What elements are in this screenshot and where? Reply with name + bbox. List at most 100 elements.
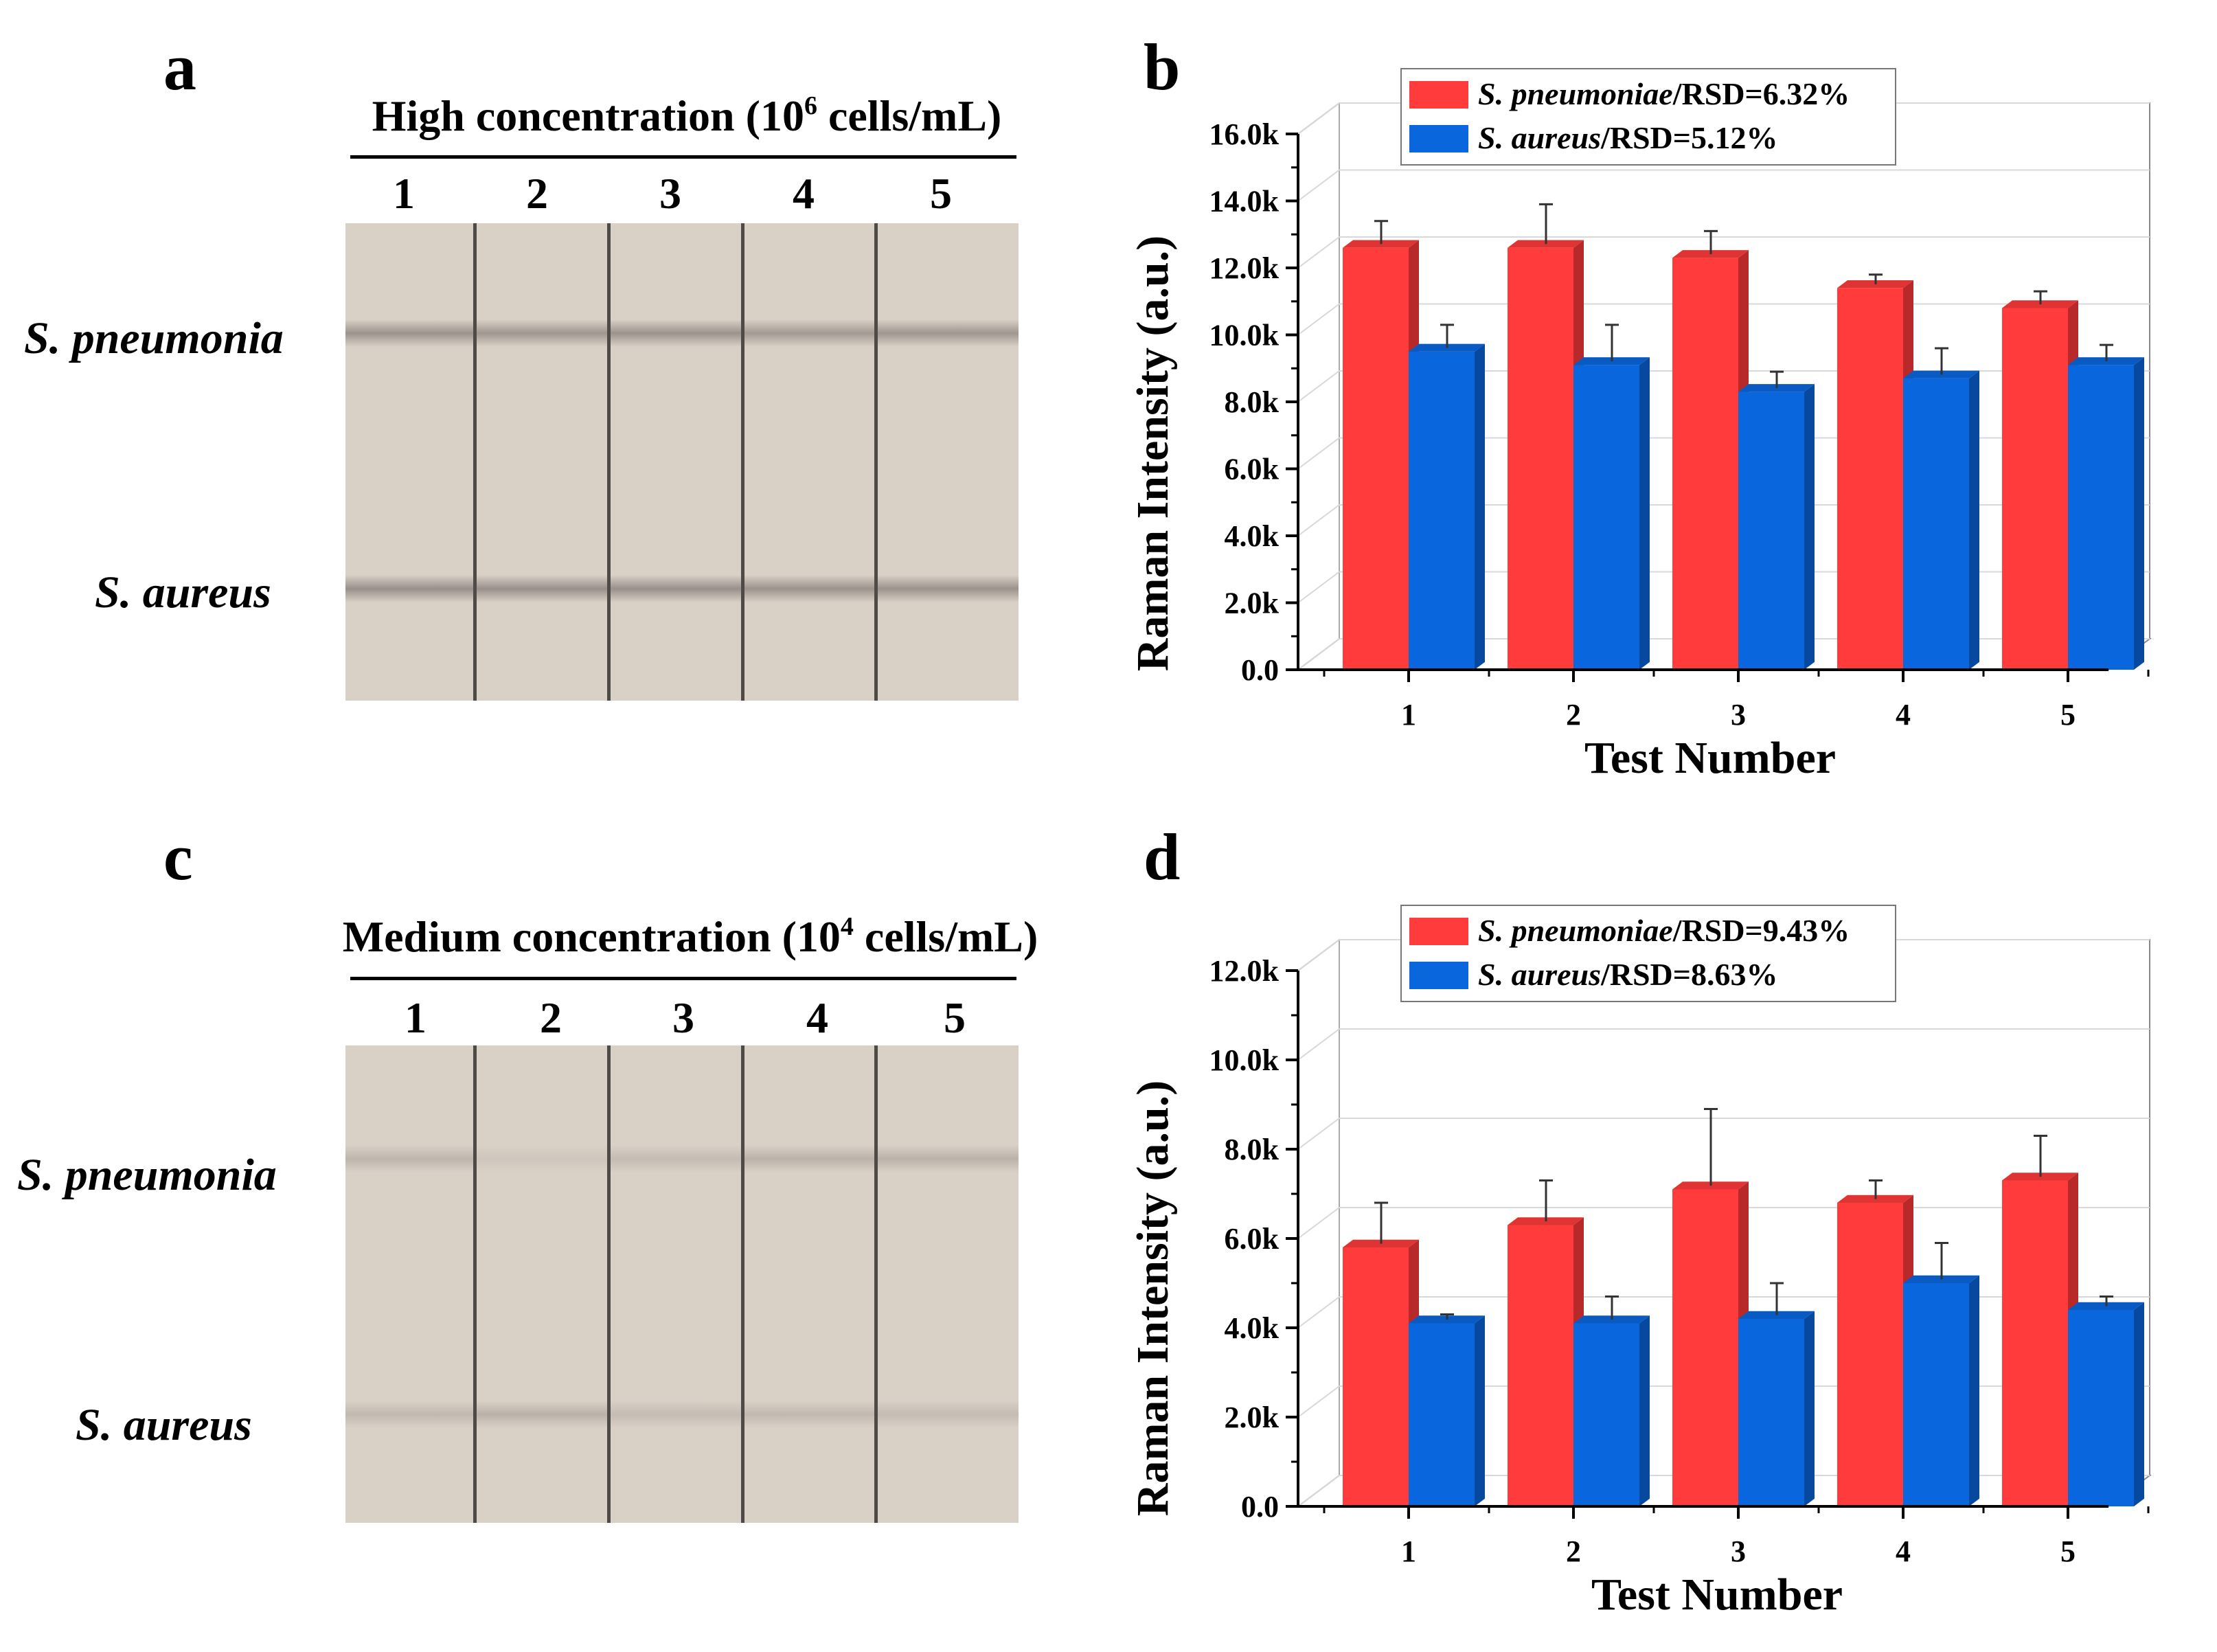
aureus-test-band xyxy=(473,575,607,602)
strip-lane xyxy=(741,1045,874,1523)
bar-front xyxy=(1343,1247,1409,1506)
bar-aureus-4 xyxy=(1903,347,1979,670)
bar-aureus-3 xyxy=(1738,1282,1815,1506)
y-tick-label: 4.0k xyxy=(1225,1311,1280,1345)
panel-label-d: d xyxy=(1144,820,1181,894)
bar-pneumoniae-2 xyxy=(1508,203,1584,670)
bar-side xyxy=(1475,1315,1485,1506)
pneumonia-test-band xyxy=(874,1145,1019,1173)
y-tick-label: 16.0k xyxy=(1209,117,1280,151)
strip-a-title: High concentration (106 cells/mL) xyxy=(309,93,1065,138)
chart-d: 0.0 2.0k 4.0k 6.0k 8.0k 10.0k 12.0k 1 2 3 4 5 S. pn… xyxy=(1128,905,2152,1620)
y-tick-label: 0.0 xyxy=(1241,653,1279,687)
bar-side xyxy=(1475,343,1485,670)
x-tick-label: 3 xyxy=(1731,698,1746,732)
strip-a-lane-1: 1 xyxy=(393,169,415,218)
chart-b: 0.0 2.0k 4.0k 6.0k 8.0k 10.0k 12.0k 14.0k 16.0k 1… xyxy=(1128,68,2152,783)
bar-aureus-5 xyxy=(2068,1295,2144,1506)
legend-entry: S. pneumoniae/RSD=9.43% xyxy=(1478,913,1850,948)
strip-a-rule xyxy=(350,155,1016,159)
chart-d-ylabel: Raman Intensity (a.u.) xyxy=(1128,1080,1178,1516)
bar-front xyxy=(1573,365,1639,670)
bar-front xyxy=(1672,258,1738,670)
y-tick-label: 6.0k xyxy=(1225,1222,1280,1256)
legend-rsd: /RSD=9.43% xyxy=(1672,913,1850,948)
legend-swatch xyxy=(1409,81,1468,109)
bar-front xyxy=(1837,1203,1903,1506)
y-tick-label: 0.0 xyxy=(1241,1490,1279,1524)
legend-rsd: /RSD=5.12% xyxy=(1600,120,1778,155)
bar-side xyxy=(1804,384,1815,670)
pneumonia-test-band xyxy=(607,319,741,347)
x-tick-label: 5 xyxy=(2060,698,2076,732)
bar-pneumoniae-5 xyxy=(2002,290,2078,670)
strip-lane xyxy=(473,223,607,701)
aureus-test-band xyxy=(607,575,741,602)
chart-b-ylabel: Raman Intensity (a.u.) xyxy=(1128,236,1178,671)
bar-side xyxy=(2134,357,2144,670)
gridline xyxy=(1297,169,2150,202)
aureus-test-band xyxy=(741,575,874,602)
pneumonia-test-band xyxy=(345,319,473,347)
lane-divider xyxy=(874,223,878,701)
chart-b-xlabel: Test Number xyxy=(1584,733,1836,783)
strip-lane xyxy=(874,223,1019,701)
pneumonia-test-band xyxy=(473,319,607,347)
strip-lane xyxy=(874,1045,1019,1523)
chart-d-xlabel: Test Number xyxy=(1591,1570,1843,1620)
strip-a-lane-4: 4 xyxy=(793,169,815,218)
bar-side xyxy=(1969,1275,1979,1506)
pneumonia-test-band xyxy=(607,1145,741,1173)
y-tick-label: 10.0k xyxy=(1209,319,1280,352)
lane-divider xyxy=(473,223,477,701)
pneumonia-test-band xyxy=(473,1145,607,1173)
chart-b-legend: S. pneumoniae/RSD=6.32% S. aureus/RSD=5.1… xyxy=(1400,68,1896,166)
strip-c-rule xyxy=(350,977,1016,980)
strip-a-lane-3: 3 xyxy=(659,169,681,218)
x-tick-label: 2 xyxy=(1566,698,1581,732)
bar-front xyxy=(1738,1319,1804,1506)
y-tick-label: 4.0k xyxy=(1225,519,1280,553)
strip-a-image xyxy=(345,223,1019,701)
bar-front xyxy=(1343,247,1409,670)
legend-box xyxy=(1400,68,1896,166)
legend-swatch xyxy=(1409,125,1468,152)
aureus-test-band xyxy=(874,1401,1019,1428)
strip-c-title-text: Medium concentration (10 xyxy=(342,912,841,961)
y-tick-label: 14.0k xyxy=(1209,185,1280,218)
bar-front xyxy=(2068,1310,2134,1506)
strip-c-row-pneumonia: S. pneumonia xyxy=(17,1150,277,1200)
aureus-test-band xyxy=(607,1401,741,1428)
strip-c-lane-2: 2 xyxy=(540,993,562,1042)
y-tick-label: 6.0k xyxy=(1225,453,1280,486)
bar-front xyxy=(1672,1189,1738,1506)
lane-divider xyxy=(607,223,611,701)
bar-pneumoniae-2 xyxy=(1508,1179,1584,1506)
x-tick-label: 2 xyxy=(1566,1535,1581,1568)
bar-pneumoniae-1 xyxy=(1343,1201,1419,1506)
strip-lane xyxy=(607,1045,741,1523)
strip-a-row-pneumonia: S. pneumonia xyxy=(24,313,284,363)
legend-rsd: /RSD=8.63% xyxy=(1600,957,1778,992)
pneumonia-test-band xyxy=(874,319,1019,347)
legend-series-name: S. pneumoniae xyxy=(1478,913,1673,948)
pneumonia-test-band xyxy=(741,1145,874,1173)
bar-pneumoniae-3 xyxy=(1672,229,1749,670)
lane-divider xyxy=(607,1045,611,1523)
y-tick-label: 12.0k xyxy=(1209,251,1280,285)
lane-divider xyxy=(874,1045,878,1523)
x-tick-label: 3 xyxy=(1731,1535,1746,1568)
panel-label-c: c xyxy=(163,820,193,894)
bar-aureus-1 xyxy=(1409,1313,1485,1506)
legend-entry: S. aureus/RSD=8.63% xyxy=(1478,957,1777,992)
strip-lane xyxy=(741,223,874,701)
legend-box xyxy=(1400,905,1896,1002)
y-tick-label: 2.0k xyxy=(1225,1401,1280,1434)
bar-front xyxy=(1573,1323,1639,1506)
bar-front xyxy=(1903,378,1969,670)
bar-front xyxy=(1508,247,1573,670)
chart-d-legend: S. pneumoniae/RSD=9.43% S. aureus/RSD=8.6… xyxy=(1400,905,1896,1002)
bar-side xyxy=(1639,1315,1650,1506)
strip-c-lane-5: 5 xyxy=(944,993,966,1042)
bar-aureus-2 xyxy=(1573,324,1650,670)
